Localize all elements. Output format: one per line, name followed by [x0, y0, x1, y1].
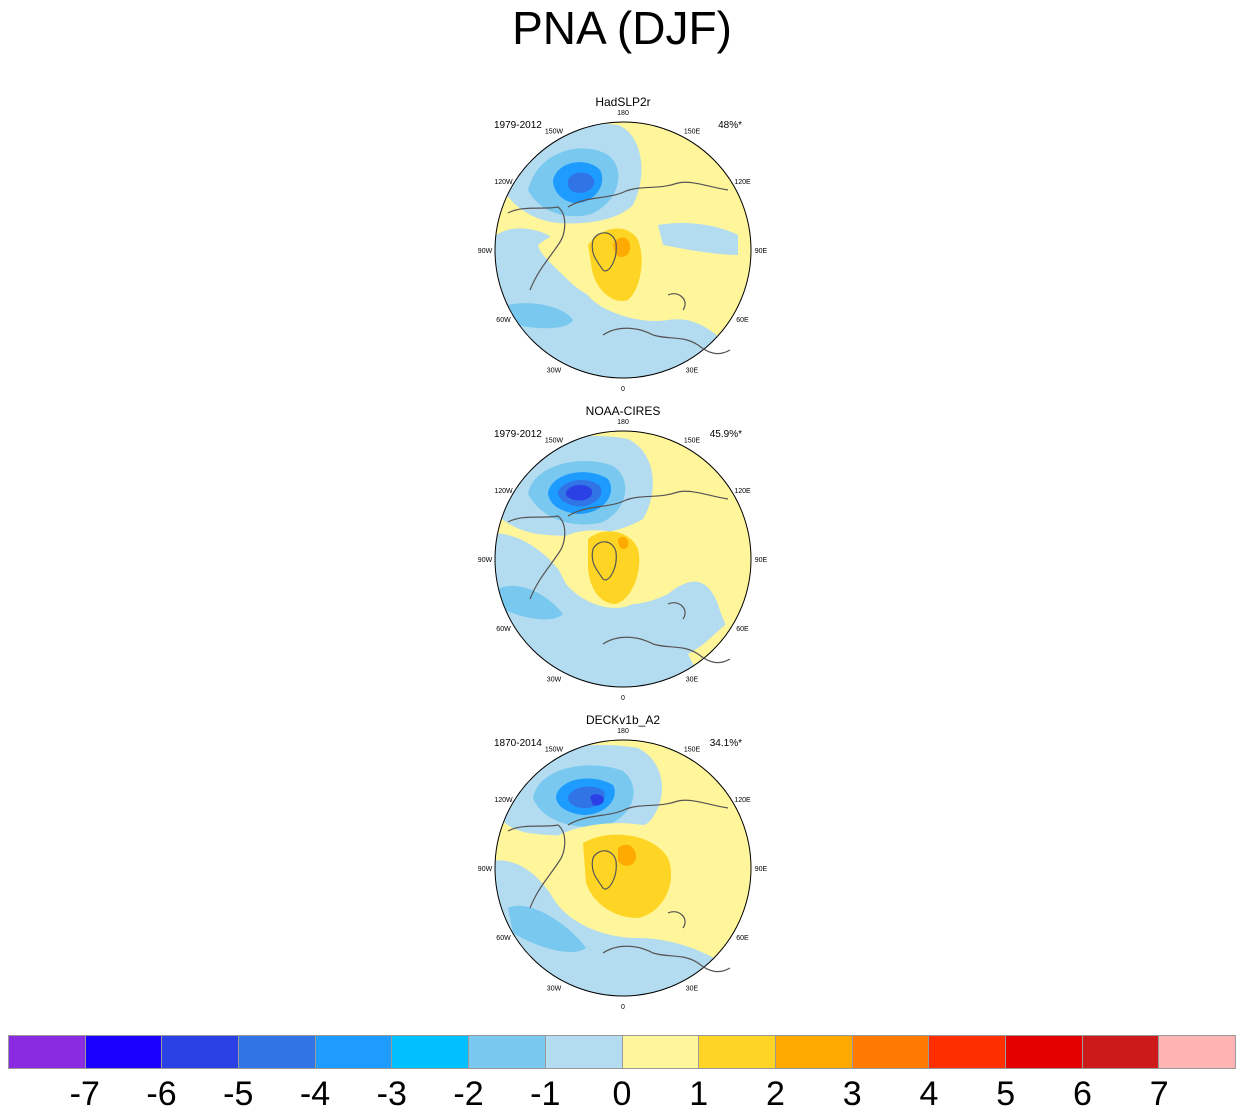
colorbar-tick-label: -3: [376, 1075, 407, 1113]
panel-title: DECKv1b_A2: [585, 713, 661, 727]
polar-map: 180 150E 120E 90E 60E 30E 0 30W 60W 90W 120W 150W: [478, 419, 768, 702]
colorbar-box: [1082, 1035, 1160, 1069]
period-label: 1870-2014: [494, 738, 542, 749]
colorbar-box: [852, 1035, 930, 1069]
panel-deckv1b-a2: DECKv1b_A2 1870-2014 34.1%* 180 150E 12: [468, 713, 778, 1013]
colorbar-box: [929, 1035, 1006, 1069]
period-label: 1979-2012: [494, 120, 542, 131]
colorbar-tick-label: -1: [530, 1075, 561, 1113]
colorbar-tick-label: 0: [612, 1075, 632, 1113]
lon-label: 90W: [478, 248, 493, 255]
lon-label: 150E: [684, 747, 701, 754]
polar-map: 180 150E 120E 90E 60E 30E 0 30W 60W 90W 120W 150W: [478, 728, 768, 1011]
colorbar-tick-label: -6: [146, 1075, 177, 1113]
lon-label: 120E: [734, 179, 751, 186]
lon-label: 60E: [736, 626, 749, 633]
lon-label: 120E: [734, 488, 751, 495]
colorbar-tick-label: 1: [689, 1075, 709, 1113]
colorbar-box: [315, 1035, 393, 1069]
colorbar-tick-label: 7: [1149, 1075, 1169, 1113]
lon-label: 90E: [755, 557, 768, 564]
colorbar-box: [545, 1035, 623, 1069]
lon-label: 120W: [494, 179, 513, 186]
lon-label: 150W: [545, 747, 564, 754]
lon-label: 30E: [686, 677, 699, 684]
colorbar-box: [162, 1035, 240, 1069]
lon-label: 150E: [684, 129, 701, 136]
lon-label: 30E: [686, 986, 699, 993]
lon-label: 90W: [478, 866, 493, 873]
colorbar-box: [85, 1035, 163, 1069]
lon-label: 150W: [545, 129, 564, 136]
lon-label: 120W: [494, 488, 513, 495]
colorbar-box: [622, 1035, 700, 1069]
lon-label: 150W: [545, 438, 564, 445]
lon-label: 30E: [686, 368, 699, 375]
variance-label: 48%*: [718, 120, 742, 131]
lon-label: 60E: [736, 935, 749, 942]
lon-label: 60E: [736, 317, 749, 324]
colorbar-box: [699, 1035, 776, 1069]
colorbar-box: [469, 1035, 546, 1069]
page-title: PNA (DJF): [512, 2, 732, 54]
lon-label: 120E: [734, 797, 751, 804]
colorbar-box: [8, 1035, 86, 1069]
lon-label: 120W: [494, 797, 513, 804]
lon-label: 90W: [478, 557, 493, 564]
panel-noaa-cires: NOAA-CIRES 1979-2012 45.9%*: [468, 404, 778, 704]
lon-label: 180: [617, 728, 629, 735]
colorbar-tick-label: -4: [299, 1075, 331, 1113]
lon-label: 180: [617, 419, 629, 426]
colorbar-box: [1159, 1035, 1236, 1069]
colorbar-tick-label: -5: [223, 1075, 254, 1113]
colorbar-tick-label: 4: [919, 1075, 939, 1113]
colorbar-tick-label: -2: [453, 1075, 484, 1113]
variance-label: 34.1%*: [709, 738, 742, 749]
colorbar-labels: -7 -6 -5 -4 -3 -2 -1 0 1 2 3 4 5 6 7: [8, 1074, 1236, 1116]
polar-map: 180 150E 120E 90E 60E 30E 0 30W 60W 90W 120W 150W: [478, 110, 768, 393]
lon-label: 30W: [547, 677, 562, 684]
lon-label: 60W: [496, 626, 511, 633]
lon-label: 0: [621, 386, 625, 393]
lon-label: 90E: [755, 248, 768, 255]
panel-title: HadSLP2r: [595, 95, 651, 109]
lon-label: 90E: [755, 866, 768, 873]
panel-title: NOAA-CIRES: [585, 404, 661, 418]
colorbar-box: [775, 1035, 853, 1069]
colorbar-box: [392, 1035, 470, 1069]
colorbar: [8, 1035, 1236, 1069]
panel-hadslp2r: HadSLP2r 1979-2012 48%* 180 150E 120E 90: [468, 95, 778, 395]
colorbar-box: [1005, 1035, 1083, 1069]
period-label: 1979-2012: [494, 429, 542, 440]
lon-label: 30W: [547, 368, 562, 375]
colorbar-tick-label: 3: [842, 1075, 862, 1113]
variance-label: 45.9%*: [709, 429, 742, 440]
colorbar-tick-label: -7: [69, 1075, 100, 1113]
lon-label: 30W: [547, 986, 562, 993]
lon-label: 180: [617, 110, 629, 117]
colorbar-tick-label: 6: [1073, 1075, 1092, 1113]
lon-label: 60W: [496, 935, 511, 942]
colorbar-box: [239, 1035, 316, 1069]
lon-label: 60W: [496, 317, 511, 324]
lon-label: 150E: [684, 438, 701, 445]
colorbar-tick-label: 2: [766, 1075, 785, 1113]
lon-label: 0: [621, 695, 625, 702]
lon-label: 0: [621, 1004, 625, 1011]
colorbar-tick-label: 5: [996, 1075, 1016, 1113]
